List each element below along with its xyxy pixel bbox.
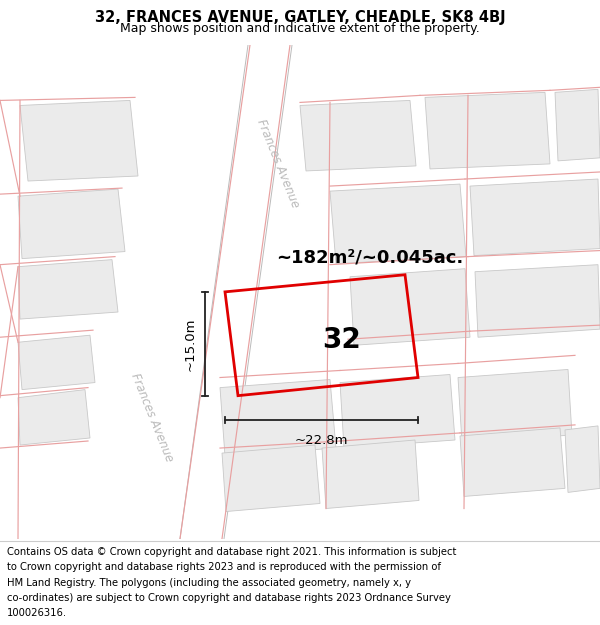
Text: ~22.8m: ~22.8m	[295, 434, 348, 447]
Polygon shape	[300, 101, 416, 171]
Polygon shape	[18, 189, 125, 259]
Polygon shape	[18, 389, 90, 445]
Polygon shape	[425, 92, 550, 169]
Polygon shape	[555, 89, 600, 161]
Polygon shape	[18, 259, 118, 319]
Polygon shape	[470, 179, 600, 256]
Text: to Crown copyright and database rights 2023 and is reproduced with the permissio: to Crown copyright and database rights 2…	[7, 562, 441, 572]
Text: co-ordinates) are subject to Crown copyright and database rights 2023 Ordnance S: co-ordinates) are subject to Crown copyr…	[7, 592, 451, 602]
Polygon shape	[340, 374, 455, 448]
Text: Map shows position and indicative extent of the property.: Map shows position and indicative extent…	[120, 22, 480, 35]
Polygon shape	[330, 184, 466, 264]
Polygon shape	[220, 379, 336, 456]
Polygon shape	[565, 426, 600, 493]
Polygon shape	[224, 45, 292, 226]
Text: 32: 32	[322, 326, 361, 354]
Polygon shape	[222, 445, 320, 511]
Polygon shape	[460, 428, 565, 496]
Text: 100026316.: 100026316.	[7, 608, 67, 618]
Polygon shape	[106, 226, 224, 539]
Polygon shape	[350, 269, 470, 345]
Text: ~15.0m: ~15.0m	[184, 317, 197, 371]
Text: Contains OS data © Crown copyright and database right 2021. This information is : Contains OS data © Crown copyright and d…	[7, 548, 457, 558]
Text: ~182m²/~0.045ac.: ~182m²/~0.045ac.	[277, 249, 464, 267]
Polygon shape	[475, 264, 600, 338]
Polygon shape	[322, 440, 419, 509]
Text: 32, FRANCES AVENUE, GATLEY, CHEADLE, SK8 4BJ: 32, FRANCES AVENUE, GATLEY, CHEADLE, SK8…	[95, 10, 505, 25]
Text: HM Land Registry. The polygons (including the associated geometry, namely x, y: HM Land Registry. The polygons (includin…	[7, 578, 411, 587]
Polygon shape	[20, 101, 138, 181]
Text: Frances Avenue: Frances Avenue	[254, 118, 302, 210]
Text: Frances Avenue: Frances Avenue	[128, 372, 176, 464]
Polygon shape	[18, 335, 95, 389]
Polygon shape	[458, 369, 572, 443]
